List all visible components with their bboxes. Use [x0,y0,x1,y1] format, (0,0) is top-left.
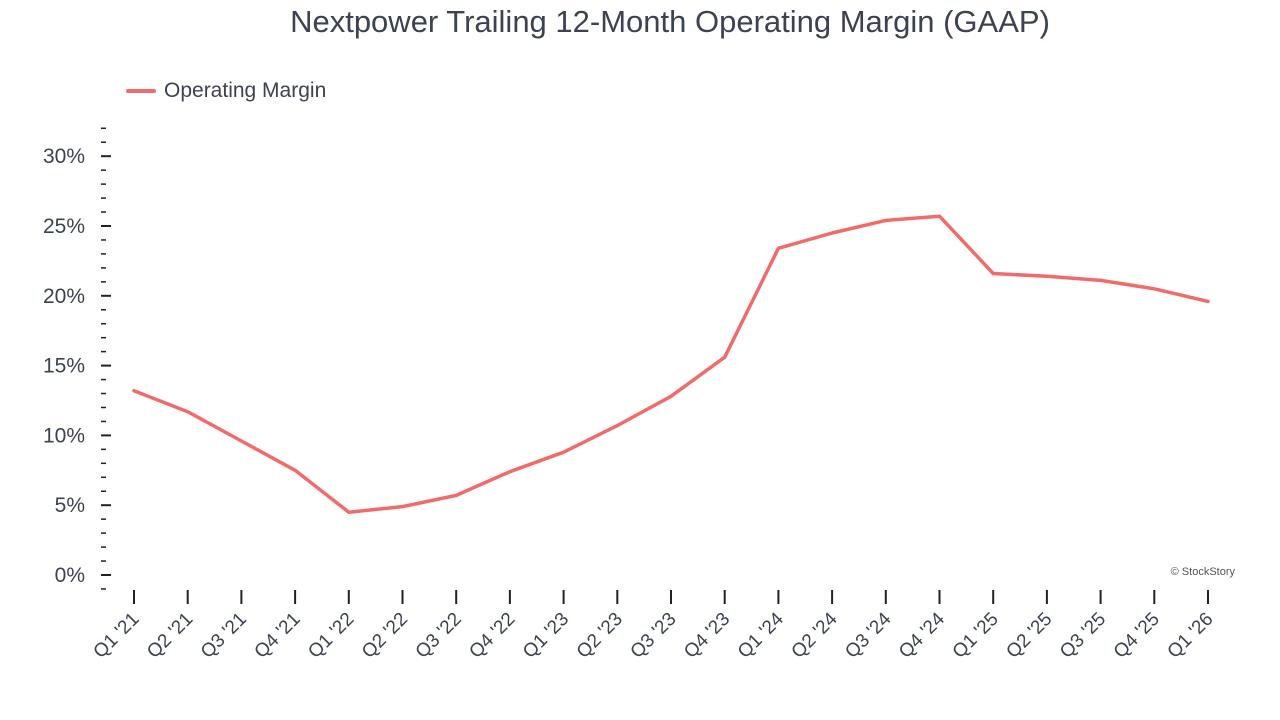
data-point [347,510,351,514]
data-point [132,389,136,393]
x-tick-label: Q1 '22 [304,609,358,663]
watermark: © StockStory [1171,566,1236,578]
chart-title: Nextpower Trailing 12-Month Operating Ma… [290,4,1050,39]
y-tick-label: 20% [43,285,85,308]
data-point [1152,287,1156,291]
data-point [776,246,780,250]
x-tick-label: Q1 '25 [949,609,1003,663]
x-tick-label: Q1 '26 [1164,609,1218,663]
y-tick-label: 10% [43,424,85,447]
data-point [293,468,297,472]
x-tick-label: Q3 '24 [841,608,895,662]
data-point [239,439,243,443]
x-tick-label: Q4 '25 [1110,609,1164,663]
data-point [1045,274,1049,278]
data-point [991,271,995,275]
data-point [1099,278,1103,282]
data-point [669,394,673,398]
y-tick-label: 30% [43,145,85,168]
legend: Operating Margin [126,79,326,103]
data-point [508,470,512,474]
data-point [186,410,190,414]
data-point [1206,299,1210,303]
data-point [830,231,834,235]
data-point [454,493,458,497]
y-tick-label: 25% [43,215,85,238]
y-tick-label: 0% [55,564,85,587]
x-tick-label: Q4 '24 [895,608,949,662]
data-point [615,424,619,428]
x-tick-label: Q3 '25 [1056,609,1110,663]
data-point [723,355,727,359]
legend-label: Operating Margin [164,79,327,102]
x-tick-label: Q3 '22 [412,609,466,663]
y-tick-label: 5% [55,494,85,517]
data-point [884,218,888,222]
x-tick-label: Q1 '23 [519,609,573,663]
x-tick-label: Q4 '21 [251,609,305,663]
x-tick-label: Q2 '23 [573,609,627,663]
x-tick-label: Q3 '23 [627,609,681,663]
y-axis: 0% 5% 10% 15% 20% 25% 30% [43,127,111,590]
data-point [938,214,941,218]
x-tick-label: Q1 '21 [90,609,144,663]
series-layer [132,214,1210,514]
x-tick-label: Q4 '22 [465,609,519,663]
x-axis: Q1 '21 Q2 '21 Q3 '21 Q4 '21 Q1 '22 Q2 '22 Q3 '… [90,590,1218,663]
x-tick-label: Q4 '23 [680,609,734,663]
x-tick-label: Q3 '21 [197,609,251,663]
x-tick-label: Q2 '22 [358,609,412,663]
legend-swatch [126,89,156,93]
x-tick-label: Q2 '21 [143,609,197,663]
x-tick-label: Q1 '24 [734,608,788,662]
x-tick-label: Q2 '25 [1002,609,1056,663]
data-point [401,505,404,509]
x-tick-label: Q2 '24 [788,608,842,662]
series-line-operating-margin [132,214,1210,514]
data-point [562,450,566,454]
y-tick-label: 15% [43,355,85,378]
